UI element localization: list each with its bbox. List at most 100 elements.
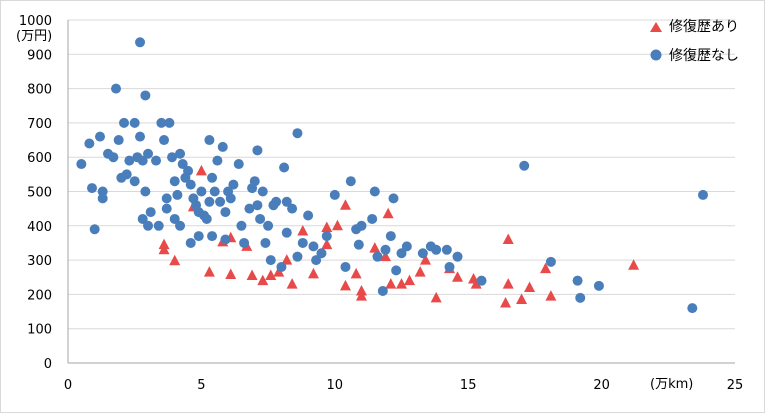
point-circle xyxy=(276,261,287,272)
point-circle xyxy=(140,186,151,197)
point-triangle xyxy=(524,281,536,293)
point-circle xyxy=(97,186,108,197)
point-circle xyxy=(476,275,487,286)
point-circle xyxy=(417,248,428,259)
point-triangle xyxy=(382,207,394,219)
point-triangle xyxy=(225,268,237,280)
point-triangle xyxy=(502,278,514,289)
point-circle xyxy=(137,213,148,224)
point-circle xyxy=(391,265,402,276)
point-triangle xyxy=(297,224,309,236)
point-circle xyxy=(281,227,292,238)
point-triangle xyxy=(286,278,298,289)
point-triangle xyxy=(540,262,552,274)
point-circle xyxy=(172,189,183,200)
point-circle xyxy=(388,193,399,204)
y-tick-label: 200 xyxy=(27,288,52,303)
point-triangle xyxy=(246,269,258,281)
point-triangle xyxy=(355,290,367,301)
point-circle xyxy=(257,186,268,197)
point-triangle xyxy=(369,242,381,253)
point-circle xyxy=(159,135,170,146)
legend-triangle-icon xyxy=(650,22,662,32)
point-circle xyxy=(431,244,442,255)
point-triangle xyxy=(404,274,416,286)
point-circle xyxy=(217,141,228,152)
point-circle xyxy=(164,117,175,128)
y-tick-label: 500 xyxy=(27,186,52,201)
point-circle xyxy=(111,83,122,94)
point-circle xyxy=(220,207,231,218)
point-circle xyxy=(108,152,119,163)
point-circle xyxy=(145,207,156,218)
point-circle xyxy=(297,237,308,248)
point-circle xyxy=(207,231,218,242)
point-circle xyxy=(135,131,146,142)
point-triangle xyxy=(257,274,269,286)
point-circle xyxy=(303,210,314,221)
point-circle xyxy=(329,189,340,200)
point-triangle xyxy=(331,219,343,231)
point-circle xyxy=(196,186,207,197)
point-circle xyxy=(311,255,322,266)
point-circle xyxy=(175,220,186,231)
point-circle xyxy=(593,280,604,291)
point-circle xyxy=(452,251,463,262)
x-tick-label: 20 xyxy=(593,378,610,393)
point-circle xyxy=(345,176,356,187)
point-circle xyxy=(687,303,698,314)
point-circle xyxy=(377,285,388,296)
point-circle xyxy=(161,193,172,204)
point-circle xyxy=(444,261,455,272)
point-circle xyxy=(129,176,140,187)
point-triangle xyxy=(273,266,285,277)
data-points xyxy=(76,37,708,314)
point-circle xyxy=(169,176,180,187)
x-tick-label: 10 xyxy=(327,378,344,393)
point-circle xyxy=(137,155,148,166)
point-circle xyxy=(572,275,583,286)
point-circle xyxy=(356,220,367,231)
point-triangle xyxy=(321,238,333,250)
point-circle xyxy=(135,37,146,48)
point-triangle xyxy=(339,279,351,291)
point-circle xyxy=(519,160,530,171)
point-circle xyxy=(233,159,244,170)
point-triangle xyxy=(516,293,528,305)
point-circle xyxy=(244,203,255,214)
point-triangle xyxy=(379,250,391,262)
point-circle xyxy=(177,159,188,170)
axes xyxy=(67,20,735,364)
point-triangle xyxy=(203,266,215,277)
point-circle xyxy=(308,241,319,252)
point-circle xyxy=(265,255,276,266)
point-circle xyxy=(220,234,231,245)
point-circle xyxy=(169,213,180,224)
point-circle xyxy=(225,193,236,204)
y-tick-label: 0 xyxy=(44,357,52,372)
point-circle xyxy=(263,220,274,231)
legend-label-with-repair: 修復歴あり xyxy=(669,18,739,35)
point-circle xyxy=(260,237,271,248)
point-circle xyxy=(121,169,132,180)
point-circle xyxy=(292,251,303,262)
point-triangle xyxy=(158,243,170,255)
y-tick-label: 400 xyxy=(27,220,52,235)
point-circle xyxy=(396,248,407,259)
point-circle xyxy=(369,186,380,197)
legend-circle-icon xyxy=(650,49,662,61)
point-circle xyxy=(287,203,298,214)
point-triangle xyxy=(500,296,512,308)
point-circle xyxy=(185,179,196,190)
point-triangle xyxy=(628,259,640,270)
series-0 xyxy=(158,164,640,308)
point-circle xyxy=(316,248,327,259)
grid-lines xyxy=(68,19,735,330)
point-circle xyxy=(252,145,263,156)
x-tick-label: 25 xyxy=(727,378,744,393)
x-tick-label: 0 xyxy=(64,378,72,393)
x-unit-label: (万km) xyxy=(650,377,693,392)
point-circle xyxy=(156,117,167,128)
